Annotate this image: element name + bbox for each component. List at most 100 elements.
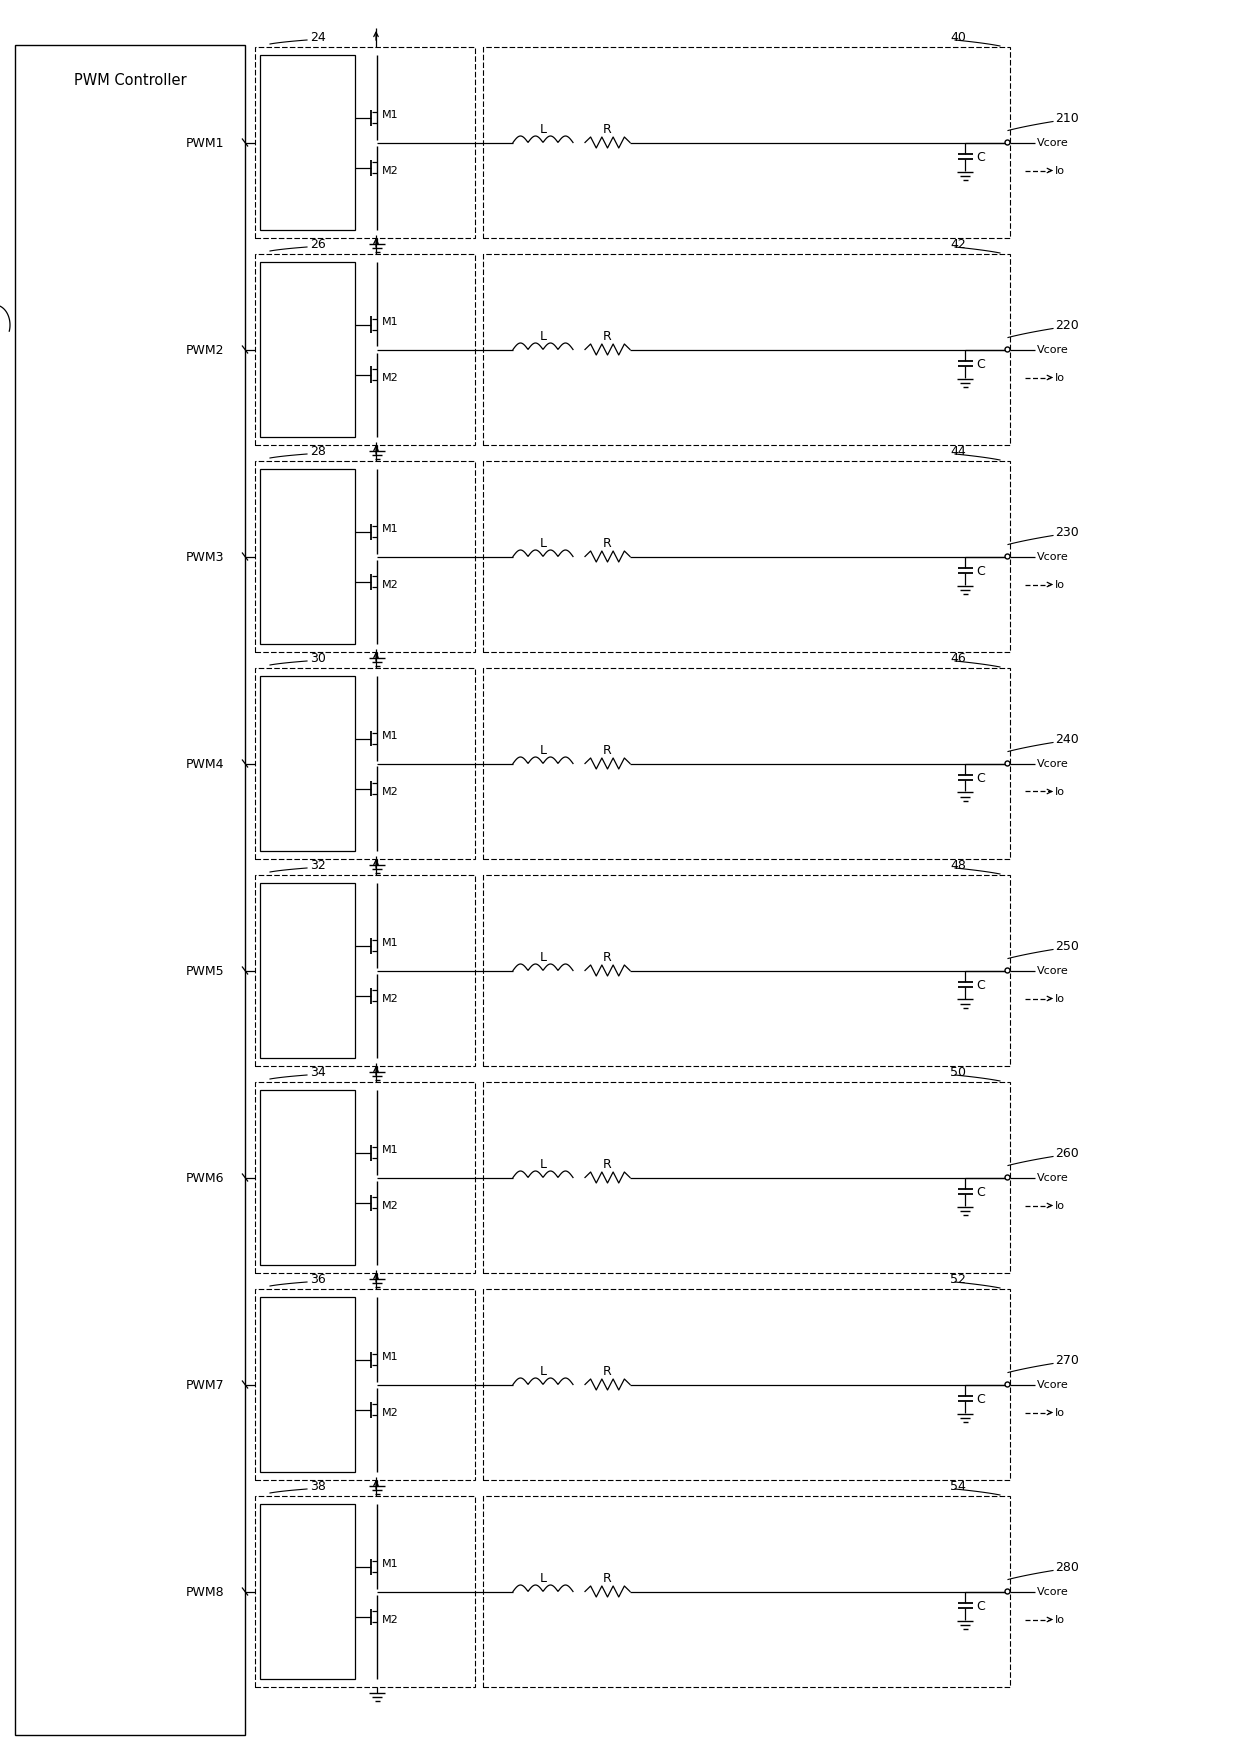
Text: M1: M1 — [382, 111, 398, 121]
Text: 220: 220 — [1055, 319, 1079, 332]
Text: M2: M2 — [382, 374, 399, 383]
Text: M1: M1 — [382, 318, 398, 328]
Text: R: R — [603, 1157, 611, 1171]
Text: M1: M1 — [382, 732, 398, 741]
Text: 26: 26 — [310, 239, 326, 251]
Bar — [260, 263, 355, 437]
Text: Io: Io — [1055, 1200, 1065, 1211]
Text: Io: Io — [1055, 786, 1065, 797]
Text: L: L — [539, 1157, 547, 1171]
Bar — [484, 1497, 1011, 1687]
Bar — [260, 1504, 355, 1680]
Text: M2: M2 — [382, 1200, 399, 1211]
Text: 46: 46 — [950, 653, 966, 665]
Text: Io: Io — [1055, 374, 1065, 383]
Text: R: R — [603, 1571, 611, 1585]
Text: 42: 42 — [950, 239, 966, 251]
Text: R: R — [603, 537, 611, 549]
Bar — [484, 1290, 1011, 1479]
Text: R: R — [603, 1364, 611, 1378]
Text: 48: 48 — [950, 858, 966, 872]
Text: Io: Io — [1055, 1615, 1065, 1625]
Bar — [255, 462, 475, 653]
Text: C: C — [976, 1599, 985, 1613]
Text: PWM Controller: PWM Controller — [73, 74, 186, 88]
Text: M1: M1 — [382, 1351, 398, 1362]
Text: M1: M1 — [382, 525, 398, 534]
Text: Vcore: Vcore — [1037, 1379, 1069, 1390]
Text: 34: 34 — [310, 1065, 326, 1079]
Text: Io: Io — [1055, 1408, 1065, 1418]
Bar — [484, 47, 1011, 239]
Text: Vcore: Vcore — [1037, 1587, 1069, 1597]
Bar — [484, 669, 1011, 860]
Text: PWM6: PWM6 — [186, 1171, 224, 1185]
Bar — [260, 883, 355, 1058]
Text: PWM8: PWM8 — [186, 1585, 224, 1599]
Text: C: C — [976, 772, 985, 784]
Text: M2: M2 — [382, 167, 399, 177]
Text: L: L — [539, 1571, 547, 1585]
Text: R: R — [603, 123, 611, 135]
Text: Vcore: Vcore — [1037, 1172, 1069, 1183]
Text: Vcore: Vcore — [1037, 965, 1069, 976]
Bar — [255, 1290, 475, 1479]
Text: R: R — [603, 744, 611, 756]
Text: Vcore: Vcore — [1037, 760, 1069, 769]
Text: 210: 210 — [1055, 112, 1079, 125]
Bar — [260, 677, 355, 851]
Text: PWM5: PWM5 — [186, 965, 224, 978]
Text: 240: 240 — [1055, 732, 1079, 746]
Text: 28: 28 — [310, 446, 326, 458]
Text: 38: 38 — [310, 1479, 326, 1494]
Text: L: L — [539, 330, 547, 342]
Bar — [484, 1083, 1011, 1274]
Text: M2: M2 — [382, 993, 399, 1004]
Text: R: R — [603, 330, 611, 342]
Bar — [260, 1090, 355, 1265]
Text: PWM3: PWM3 — [186, 551, 224, 563]
Text: L: L — [539, 1364, 547, 1378]
Bar — [255, 1083, 475, 1274]
Text: M2: M2 — [382, 1408, 399, 1418]
Text: 50: 50 — [950, 1065, 966, 1079]
Text: L: L — [539, 123, 547, 135]
Text: L: L — [539, 951, 547, 963]
Text: C: C — [976, 151, 985, 163]
Bar — [15, 46, 246, 1736]
Text: C: C — [976, 565, 985, 577]
Text: C: C — [976, 358, 985, 370]
Text: M2: M2 — [382, 786, 399, 797]
Text: C: C — [976, 979, 985, 992]
Text: 32: 32 — [310, 858, 326, 872]
Bar — [255, 669, 475, 860]
Text: 24: 24 — [310, 32, 326, 44]
Text: PWM4: PWM4 — [186, 758, 224, 770]
Text: M2: M2 — [382, 1615, 399, 1625]
Bar — [255, 254, 475, 446]
Text: 270: 270 — [1055, 1353, 1079, 1365]
Text: Io: Io — [1055, 167, 1065, 177]
Text: 250: 250 — [1055, 939, 1079, 953]
Text: L: L — [539, 744, 547, 756]
Text: R: R — [603, 951, 611, 963]
Bar — [255, 47, 475, 239]
Text: M1: M1 — [382, 1144, 398, 1155]
Bar — [260, 1297, 355, 1472]
Text: C: C — [976, 1185, 985, 1199]
Bar — [484, 462, 1011, 653]
Text: 36: 36 — [310, 1272, 326, 1286]
Text: PWM7: PWM7 — [186, 1378, 224, 1392]
Text: 52: 52 — [950, 1272, 966, 1286]
Text: PWM2: PWM2 — [186, 344, 224, 356]
Text: 44: 44 — [950, 446, 966, 458]
Text: 260: 260 — [1055, 1146, 1079, 1160]
Text: Io: Io — [1055, 581, 1065, 590]
Text: M2: M2 — [382, 581, 399, 590]
Bar — [260, 470, 355, 644]
Bar — [484, 876, 1011, 1067]
Bar — [260, 56, 355, 232]
Text: PWM1: PWM1 — [186, 137, 224, 149]
Text: M1: M1 — [382, 937, 398, 948]
Text: Vcore: Vcore — [1037, 139, 1069, 149]
